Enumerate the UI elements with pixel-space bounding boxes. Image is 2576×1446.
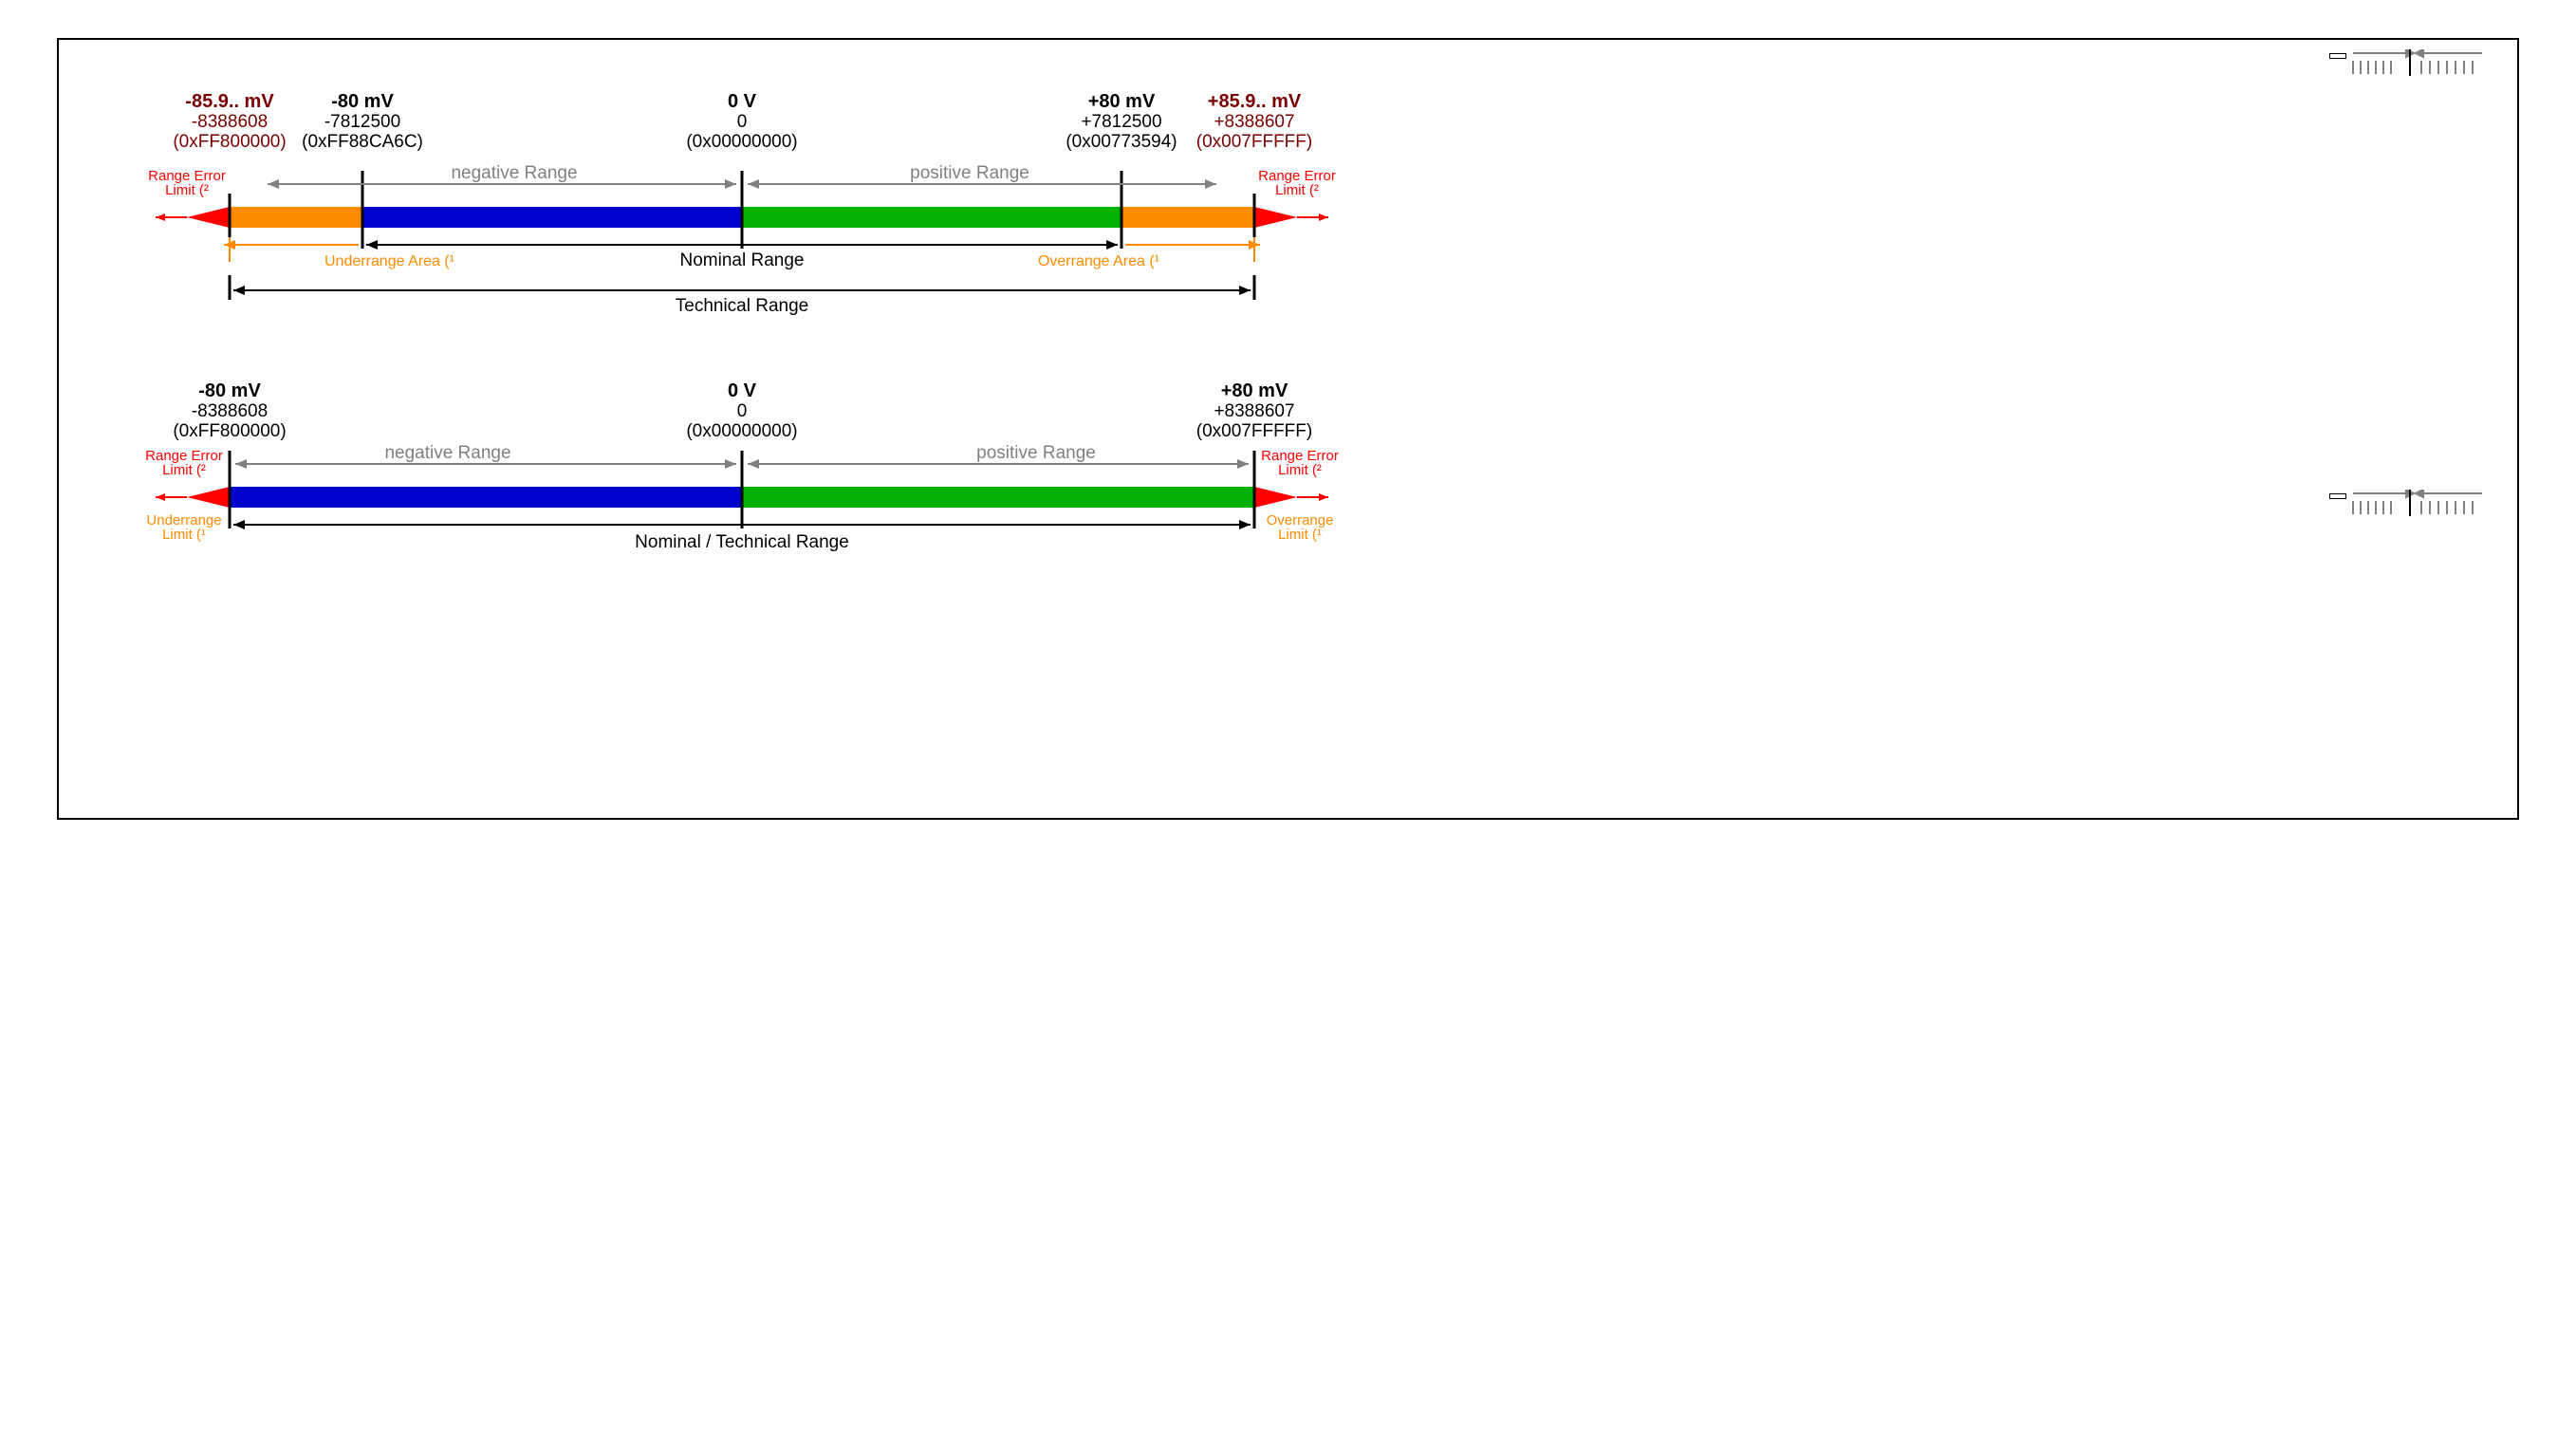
svg-text:0: 0 [737,112,748,132]
svg-text:positive Range: positive Range [976,443,1096,463]
svg-text:negative Range: negative Range [451,163,577,183]
svg-text:0 V: 0 V [728,380,757,401]
svg-text:+80 mV: +80 mV [1221,380,1288,401]
legacy-diagram: -80 mV-8388608(0xFF800000) 0 V0(0x0000000… [97,363,2479,586]
svg-text:-85.9.. mV: -85.9.. mV [185,91,274,112]
svg-text:-8388608: -8388608 [192,401,268,421]
svg-text:Range ErrorLimit (²: Range ErrorLimit (² [1258,168,1336,198]
extended-diagram: -85.9.. mV-8388608(0xFF800000) -80 mV-781… [97,65,2479,344]
svg-text:negative Range: negative Range [384,443,510,463]
svg-text:(0x007FFFFF): (0x007FFFFF) [1196,132,1312,152]
svg-text:Nominal Range: Nominal Range [680,250,805,270]
svg-text:Nominal / Technical Range: Nominal / Technical Range [635,532,849,552]
svg-text:Technical Range: Technical Range [676,296,808,316]
svg-text:-8388608: -8388608 [192,112,268,132]
svg-text:(0x00000000): (0x00000000) [686,421,797,441]
svg-text:Range ErrorLimit (²: Range ErrorLimit (² [148,168,226,198]
svg-text:(0x00773594): (0x00773594) [1066,132,1177,152]
svg-text:+80 mV: +80 mV [1088,91,1156,112]
svg-text:(0xFF800000): (0xFF800000) [173,132,286,152]
extended-resolution-box [2329,53,2346,59]
svg-text:(0xFF88CA6C): (0xFF88CA6C) [302,132,423,152]
svg-text:+7812500: +7812500 [1081,112,1161,132]
svg-text:Underrange Area (¹: Underrange Area (¹ [324,253,454,269]
svg-text:-80 mV: -80 mV [198,380,261,401]
svg-text:UnderrangeLimit (¹: UnderrangeLimit (¹ [146,512,221,543]
svg-text:-80 mV: -80 mV [331,91,394,112]
svg-text:+8388607: +8388607 [1214,112,1294,132]
svg-text:+85.9.. mV: +85.9.. mV [1208,91,1302,112]
svg-text:(0xFF800000): (0xFF800000) [173,421,286,441]
svg-text:-7812500: -7812500 [324,112,400,132]
svg-text:Range ErrorLimit (²: Range ErrorLimit (² [1261,448,1339,478]
svg-text:Overrange Area (¹: Overrange Area (¹ [1038,253,1159,269]
svg-text:0: 0 [737,401,748,421]
svg-text:(0x00000000): (0x00000000) [686,132,797,152]
svg-text:+8388607: +8388607 [1214,401,1294,421]
svg-text:Range ErrorLimit (²: Range ErrorLimit (² [145,448,223,478]
svg-text:positive Range: positive Range [910,163,1029,183]
diagram-frame: -85.9.. mV-8388608(0xFF800000)-80 mV-781… [57,38,2519,820]
svg-text:(0x007FFFFF): (0x007FFFFF) [1196,421,1312,441]
svg-text:OverrangeLimit (¹: OverrangeLimit (¹ [1267,512,1334,543]
svg-text:0 V: 0 V [728,91,757,112]
